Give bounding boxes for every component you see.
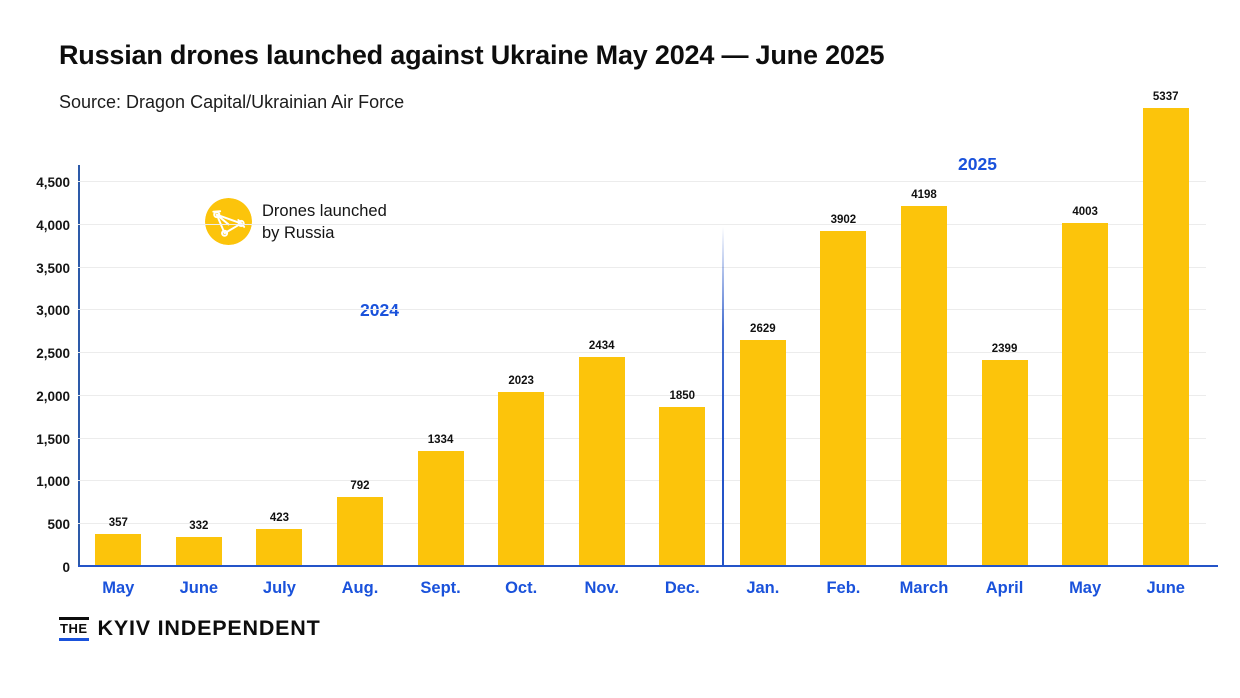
y-axis-tick-label: 4,500 (36, 175, 70, 190)
gridline-3500 (78, 266, 1206, 268)
bar-slot-march-2025: 4198 March (884, 167, 965, 597)
y-axis-tick-label: 3,500 (36, 260, 70, 276)
x-axis-label: Dec. (664, 579, 700, 597)
year-divider-line (721, 227, 724, 567)
bar-value-label: 2023 (508, 374, 534, 387)
bar-value-label: 1850 (669, 389, 696, 402)
bar-april-2025 (981, 359, 1028, 565)
plot-area: 2024 2025 0 500 1,000 1,500 2,000 2,500 3,000 3… (36, 91, 1218, 597)
gridline-2000 (78, 394, 1206, 396)
bar-value-label: 792 (350, 480, 370, 493)
bar-may-2025 (1062, 222, 1109, 565)
bar-value-label: 2434 (588, 339, 615, 352)
bar-slot-april-2025: 2399 April (964, 167, 1045, 597)
chart-legend: Drones launched by Russia (205, 198, 387, 245)
bar-slot-jan-2025: 2629 Jan. (723, 167, 804, 597)
gridline-1500 (78, 437, 1206, 439)
legend-label-line2: by Russia (262, 223, 335, 242)
kyiv-independent-logo: THE KYIV INDEPENDENT (59, 616, 321, 641)
bar-value-label: 2629 (750, 323, 776, 336)
bar-slot-dec-2024: 1850 Dec. (642, 167, 723, 597)
gridline-3000 (78, 309, 1206, 311)
bar-slot-sept-2024: 1334 Sept. (400, 167, 481, 597)
logo-the: THE (59, 616, 89, 641)
bar-feb-2025 (820, 231, 867, 565)
year-label-2025: 2025 (958, 154, 997, 174)
bar-slot-aug-2024: 792 Aug. (320, 167, 401, 597)
bar-slot-may-2025: 4003 May (1045, 167, 1126, 597)
bar-nov-2024 (578, 356, 625, 565)
bar-slot-july-2024: 423 July (239, 167, 320, 597)
y-axis-line (78, 165, 80, 567)
x-axis-label: Aug. (341, 579, 379, 597)
bar-value-label: 332 (189, 519, 209, 532)
x-axis-label: June (179, 579, 219, 597)
bar-june-2025 (1142, 108, 1189, 565)
x-axis-line (78, 565, 1218, 567)
x-axis-label: June (1146, 579, 1185, 597)
bar-value-label: 357 (108, 517, 128, 530)
y-axis-tick-label: 1,500 (36, 431, 70, 447)
bar-value-label: 4003 (1072, 205, 1098, 218)
bar-june-2024 (175, 536, 222, 565)
gridline-1000 (78, 480, 1206, 482)
y-axis-tick-label: 1,000 (36, 474, 70, 490)
bar-slot-nov-2024: 2434 Nov. (561, 167, 642, 597)
bar-may-2024 (95, 534, 142, 565)
legend-label: Drones launched by Russia (262, 200, 387, 244)
x-axis-label: May (1069, 579, 1102, 597)
bar-slot-june-2024: 332 June (159, 167, 240, 597)
bar-value-label: 2399 (991, 342, 1018, 355)
y-axis-tick-label: 2,500 (36, 346, 70, 362)
bar-value-label: 423 (269, 511, 290, 524)
bar-value-label: 3902 (830, 214, 857, 227)
bar-value-label: 4198 (911, 188, 937, 201)
bar-value-label: 5337 (1152, 91, 1179, 104)
bar-slot-feb-2025: 3902 Feb. (803, 167, 884, 597)
bar-slot-oct-2024: 2023 Oct. (481, 167, 562, 597)
y-axis-tick-label: 500 (47, 517, 70, 533)
legend-label-line1: Drones launched (262, 201, 387, 220)
bar-jan-2025 (739, 340, 786, 565)
bar-dec-2024 (659, 406, 706, 565)
gridline-2500 (78, 352, 1206, 354)
y-axis-tick-label: 2,000 (36, 388, 70, 404)
bar-oct-2024 (498, 391, 545, 565)
y-axis-tick-label: 4,000 (36, 217, 70, 233)
bar-aug-2024 (336, 497, 383, 565)
bar-july-2024 (256, 528, 303, 565)
x-axis-label: Oct. (505, 579, 538, 597)
x-axis-label: May (102, 579, 135, 597)
y-axis-tick-label: 0 (62, 560, 70, 575)
x-axis-label: July (262, 579, 296, 597)
logo-wordmark: KYIV INDEPENDENT (97, 616, 321, 640)
bar-slot-june-2025: 5337 June (1125, 91, 1206, 597)
bar-slot-may-2024: 357 May (78, 167, 159, 597)
x-axis-label: Nov. (584, 579, 619, 597)
bar-sept-2024 (417, 450, 464, 565)
y-axis-tick-label: 3,000 (36, 303, 70, 319)
gridline-4000 (78, 223, 1206, 225)
bar-march-2025 (900, 205, 947, 565)
x-axis-label: March (899, 579, 949, 597)
page-title: Russian drones launched against Ukraine … (59, 40, 885, 70)
x-axis-label: Jan. (746, 579, 780, 597)
gridline-500 (78, 523, 1206, 525)
bar-value-label: 1334 (427, 433, 454, 446)
x-axis-label: Sept. (420, 579, 461, 597)
x-axis-label: April (985, 579, 1024, 597)
gridline-4500 (78, 181, 1206, 182)
source-note: Source: Dragon Capital/Ukrainian Air For… (59, 92, 405, 112)
x-axis-label: Feb. (826, 579, 861, 597)
